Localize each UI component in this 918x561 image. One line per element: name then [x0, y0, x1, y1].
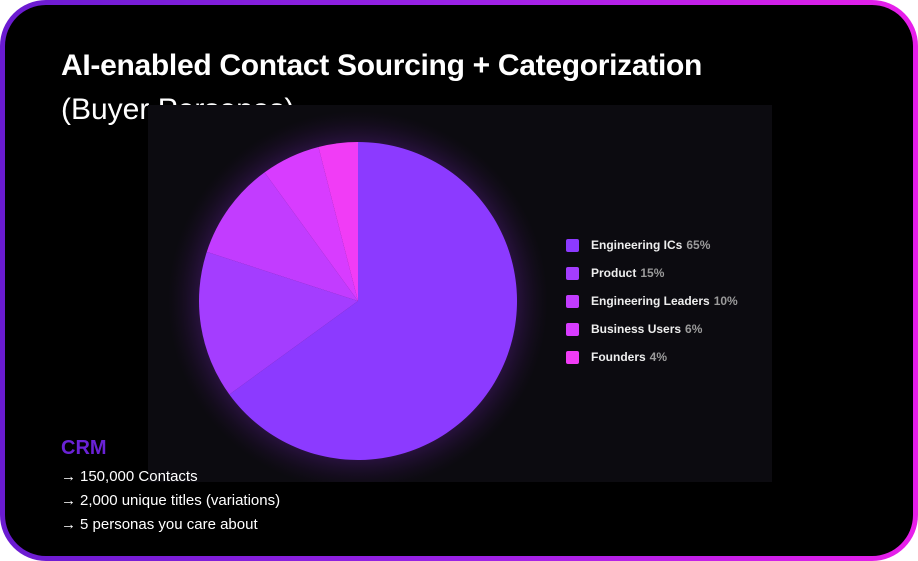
legend-swatch — [566, 266, 579, 280]
slide-card: AI-enabled Contact Sourcing + Categoriza… — [5, 5, 913, 556]
legend-value: 4% — [649, 350, 668, 364]
arrow-right-icon: → — [61, 468, 76, 485]
legend-item-founders: Founders 4% — [566, 343, 738, 371]
legend-label: Engineering ICs — [591, 238, 683, 252]
crm-list: → 150,000 Contacts → 2,000 unique titles (… — [61, 465, 280, 537]
crm-line-text: 5 personas you care about — [80, 516, 258, 533]
legend-swatch — [566, 238, 579, 252]
legend-swatch — [566, 294, 579, 308]
arrow-right-icon: → — [61, 492, 76, 509]
legend-swatch — [566, 322, 579, 336]
crm-line-text: 2,000 unique titles (variations) — [80, 492, 281, 509]
slide-title: AI-enabled Contact Sourcing + Categoriza… — [61, 49, 703, 82]
crm-line: → 2,000 unique titles (variations) — [61, 489, 280, 513]
legend-swatch — [566, 350, 579, 364]
legend-label: Founders — [591, 350, 646, 364]
crm-line-text: 150,000 Contacts — [80, 468, 198, 485]
pie-slice-engineering-ics — [229, 142, 517, 460]
legend-label: Business Users — [591, 322, 682, 336]
pie-slice-product — [199, 251, 358, 395]
pie-chart — [168, 111, 548, 482]
pie-slice-founders — [318, 142, 358, 301]
pie-slice-business-users — [264, 146, 358, 301]
legend-value: 15% — [640, 266, 665, 280]
chart-legend: Engineering ICs 65% Product 15% Engineer… — [566, 231, 738, 371]
crm-line: → 5 personas you care about — [61, 513, 280, 537]
legend-item-engineering-ics: Engineering ICs 65% — [566, 231, 738, 259]
legend-item-business-users: Business Users 6% — [566, 315, 738, 343]
legend-item-product: Product 15% — [566, 259, 738, 287]
crm-line: → 150,000 Contacts — [61, 465, 280, 489]
legend-value: 65% — [686, 238, 711, 252]
legend-label: Product — [591, 266, 637, 280]
legend-label: Engineering Leaders — [591, 294, 710, 308]
pie-chart-panel: Engineering ICs 65% Product 15% Engineer… — [148, 105, 772, 482]
legend-value: 6% — [685, 322, 703, 336]
crm-heading: CRM — [61, 437, 107, 459]
legend-value: 10% — [713, 294, 738, 308]
legend-item-engineering-leaders: Engineering Leaders 10% — [566, 287, 738, 315]
pie-slice-engineering-leaders — [206, 172, 358, 301]
arrow-right-icon: → — [61, 516, 76, 533]
